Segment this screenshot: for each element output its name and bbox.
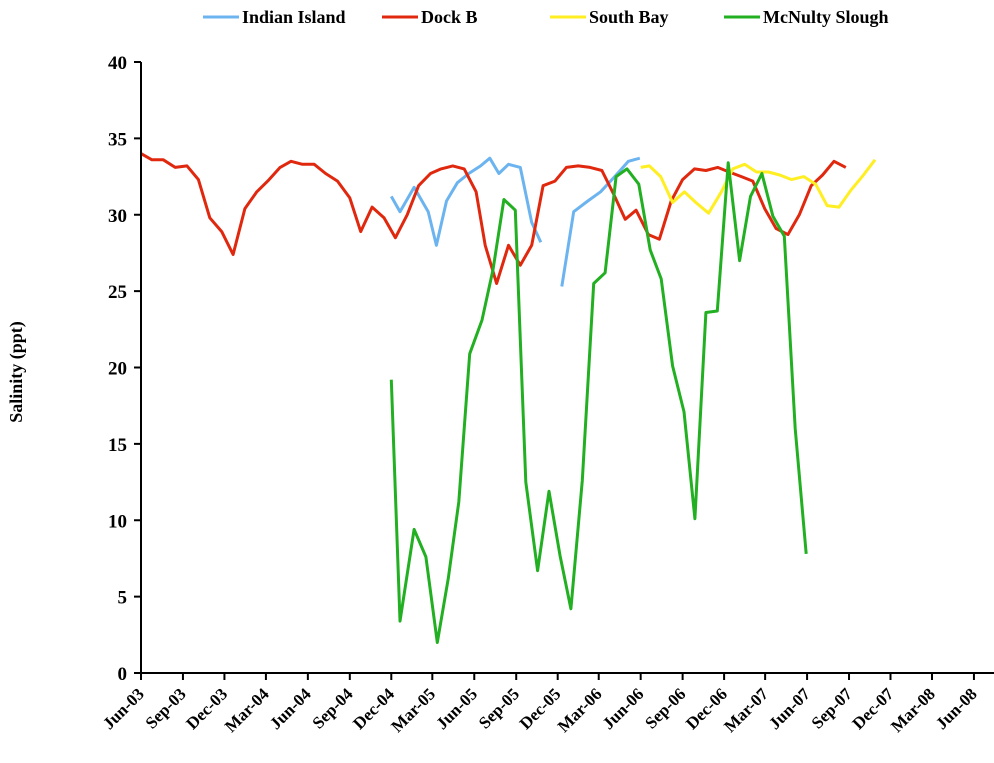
- x-tick-label: Mar-08: [887, 684, 939, 736]
- legend-label: Indian Island: [242, 7, 346, 27]
- x-tick-label: Sep-05: [475, 684, 523, 732]
- x-tick-label: Jun-03: [99, 684, 148, 733]
- legend-label: South Bay: [589, 7, 669, 27]
- x-tick-label: Jun-06: [599, 684, 648, 733]
- x-tick-label: Jun-07: [765, 684, 814, 733]
- series-line-0-1: [560, 156, 641, 287]
- series-layer: [140, 152, 877, 644]
- y-tick-label: 15: [108, 435, 127, 456]
- y-tick-label: 20: [108, 359, 127, 380]
- series-0: [389, 156, 641, 287]
- x-tick-label: Mar-06: [554, 684, 606, 736]
- legend-item-2: South Bay: [550, 7, 669, 27]
- y-tick-label: 0: [118, 664, 128, 685]
- axes-layer: 0510152025303540Jun-03Sep-03Dec-03Mar-04…: [99, 53, 994, 736]
- x-tick-label: Mar-04: [221, 684, 273, 736]
- x-tick-label: Mar-07: [720, 684, 772, 736]
- series-line-3-0: [389, 161, 808, 644]
- y-tick-label: 35: [108, 129, 127, 150]
- legend-label: Dock B: [421, 7, 478, 27]
- x-tick-label: Sep-07: [808, 684, 857, 733]
- legend-item-0: Indian Island: [203, 7, 346, 27]
- x-tick-label: Sep-06: [641, 684, 689, 732]
- x-tick-label: Jun-08: [932, 684, 981, 733]
- series-3: [389, 161, 808, 644]
- y-tick-label: 5: [118, 588, 128, 609]
- y-tick-label: 40: [108, 53, 127, 74]
- legend-label: McNulty Slough: [763, 7, 889, 27]
- x-tick-label: Mar-05: [387, 684, 439, 736]
- y-tick-label: 25: [108, 282, 127, 303]
- x-tick-label: Sep-03: [142, 684, 190, 732]
- legend-item-1: Dock B: [382, 7, 478, 27]
- legend-item-3: McNulty Slough: [724, 7, 889, 27]
- y-axis-label: Salinity (ppt): [6, 321, 27, 423]
- chart-legend: Indian Island Dock B South Bay McNulty Slou…: [203, 7, 889, 27]
- y-tick-label: 30: [108, 206, 127, 227]
- series-2: [640, 158, 877, 215]
- y-tick-label: 10: [108, 511, 127, 532]
- x-tick-label: Sep-04: [308, 684, 357, 733]
- x-tick-label: Jun-04: [266, 684, 315, 733]
- series-line-2-0: [640, 158, 877, 215]
- series-line-0-0: [389, 156, 543, 247]
- x-tick-label: Jun-05: [432, 684, 481, 733]
